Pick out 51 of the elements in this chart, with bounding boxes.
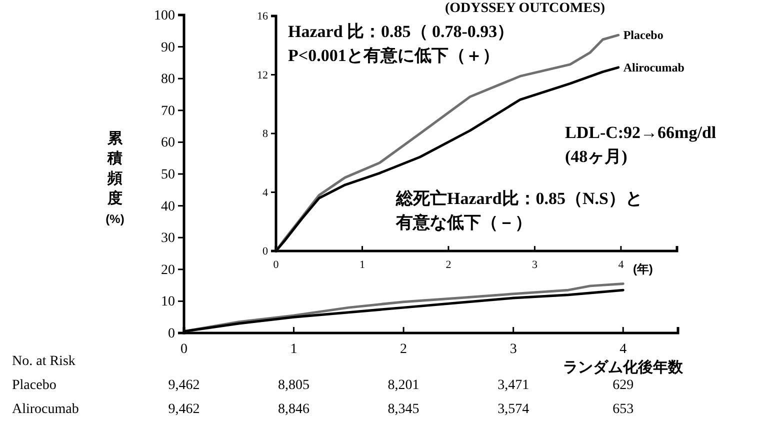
chart-title: (ODYSSEY OUTCOMES) [444, 1, 606, 16]
x-tick-label: 0 [273, 258, 280, 271]
annotation: LDL-C:92→66mg/dl [565, 123, 716, 142]
x-tick-label: 3 [510, 342, 517, 357]
x-tick-label: 1 [359, 258, 365, 271]
y-tick-label: 0 [168, 326, 175, 342]
annotation: 総死亡Hazard比：0.85（N.S）と [395, 189, 642, 208]
x-axis-title: (年) [632, 262, 653, 276]
text: 8,805 [278, 378, 310, 393]
text: 8,345 [388, 402, 420, 417]
text: No. at Risk [12, 354, 76, 369]
x-axis-title: ランダム化後年数 [563, 359, 684, 376]
x-tick-label: 0 [180, 342, 188, 357]
y-tick-label: 40 [161, 199, 175, 214]
text: Alirocumab [12, 402, 79, 417]
text: 3,574 [498, 402, 530, 417]
text: 653 [612, 402, 634, 417]
x-tick-label: 1 [290, 342, 298, 357]
text: 629 [612, 378, 634, 393]
y-tick-label: 20 [161, 262, 175, 278]
annotation: Hazard 比：0.85（ 0.78-0.93） [288, 22, 514, 41]
y-tick-label: 0 [262, 246, 268, 258]
text: Placebo [12, 378, 56, 393]
text: 3,471 [498, 378, 530, 393]
y-tick-label: 30 [161, 231, 175, 246]
y-tick-label: 60 [161, 136, 175, 151]
y-tick-label: 8 [262, 128, 268, 140]
text: 9,462 [168, 402, 200, 417]
annotation: P<0.001と有意に低下（＋） [288, 46, 500, 65]
y-axis-title: 累積頻度 (%) [106, 130, 124, 226]
y-tick-label: 80 [161, 72, 175, 88]
y-tick-label: 4 [262, 186, 268, 199]
y-tick-label: 90 [161, 40, 175, 56]
series-label: Alirocumab [623, 60, 685, 74]
y-tick-label: 10 [161, 294, 175, 310]
y-tick-label: 12 [257, 69, 268, 82]
text: 8,846 [278, 402, 310, 417]
x-tick-label: 2 [400, 342, 408, 357]
annotation: (48ヶ月) [565, 147, 628, 166]
series-label: Placebo [623, 28, 664, 42]
y-tick-label: 70 [161, 104, 175, 119]
y-tick-label: 50 [161, 167, 175, 182]
x-tick-label: 2 [446, 258, 452, 271]
y-tick-label: 16 [257, 10, 268, 23]
x-tick-label: 4 [618, 258, 624, 271]
annotation: 有意な低下（－） [395, 213, 532, 232]
text: 8,201 [388, 378, 420, 393]
x-tick-label: 4 [620, 342, 627, 357]
text: 9,462 [168, 378, 200, 393]
x-tick-label: 3 [532, 258, 538, 271]
y-tick-label: 100 [154, 8, 175, 24]
